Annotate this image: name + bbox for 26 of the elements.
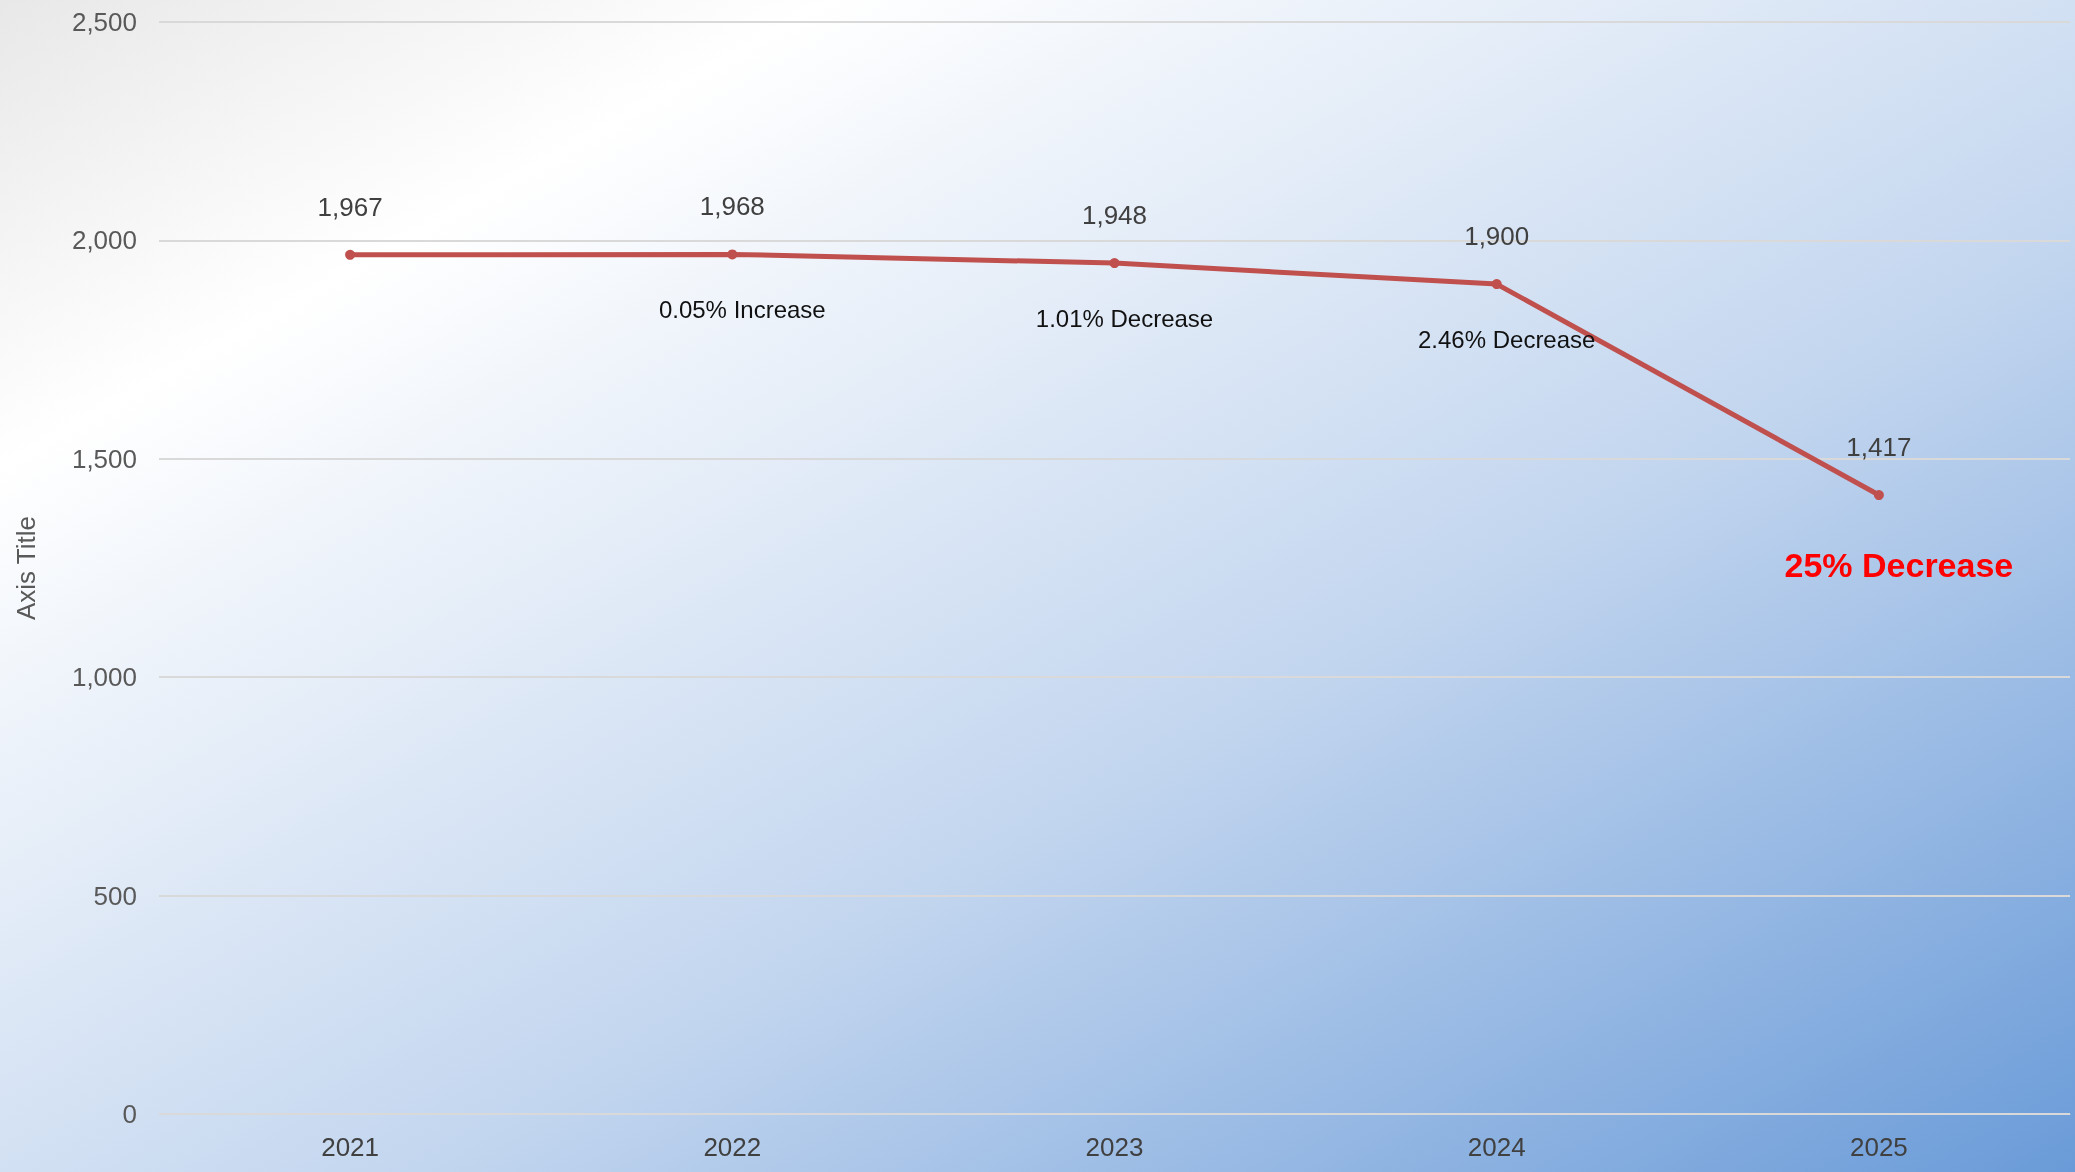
- annotation: 25% Decrease: [1784, 546, 2014, 585]
- y-axis-title: Axis Title: [11, 515, 41, 621]
- y-tick-label: 2,000: [71, 225, 137, 256]
- y-tick-label: 500: [93, 880, 137, 911]
- data-label: 1,968: [699, 191, 765, 222]
- data-label: 1,948: [1081, 200, 1148, 231]
- y-tick-label: 0: [122, 1099, 137, 1129]
- annotation: 2.46% Decrease: [1417, 325, 1596, 353]
- y-tick-label: 2,500: [71, 7, 137, 37]
- point: [1109, 258, 1120, 269]
- annotation: 1.01% Decrease: [1035, 304, 1214, 332]
- y-tick-label: 1,500: [71, 443, 137, 474]
- annotation: 0.05% Increase: [658, 295, 826, 323]
- point: [1873, 490, 1884, 501]
- data-label: 1,900: [1464, 221, 1530, 252]
- y-tick-label: 1,000: [71, 662, 137, 693]
- point: [1491, 279, 1502, 290]
- data-label: 1,967: [317, 191, 383, 222]
- point: [345, 249, 356, 260]
- point: [727, 249, 738, 260]
- x-tick-label: 2022: [703, 1132, 762, 1162]
- x-tick-label: 2021: [321, 1132, 380, 1162]
- data-label: 1,417: [1846, 432, 1912, 463]
- x-tick-label: 2023: [1085, 1132, 1144, 1162]
- x-tick-label: 2024: [1467, 1132, 1526, 1162]
- x-tick-label: 2025: [1849, 1132, 1908, 1162]
